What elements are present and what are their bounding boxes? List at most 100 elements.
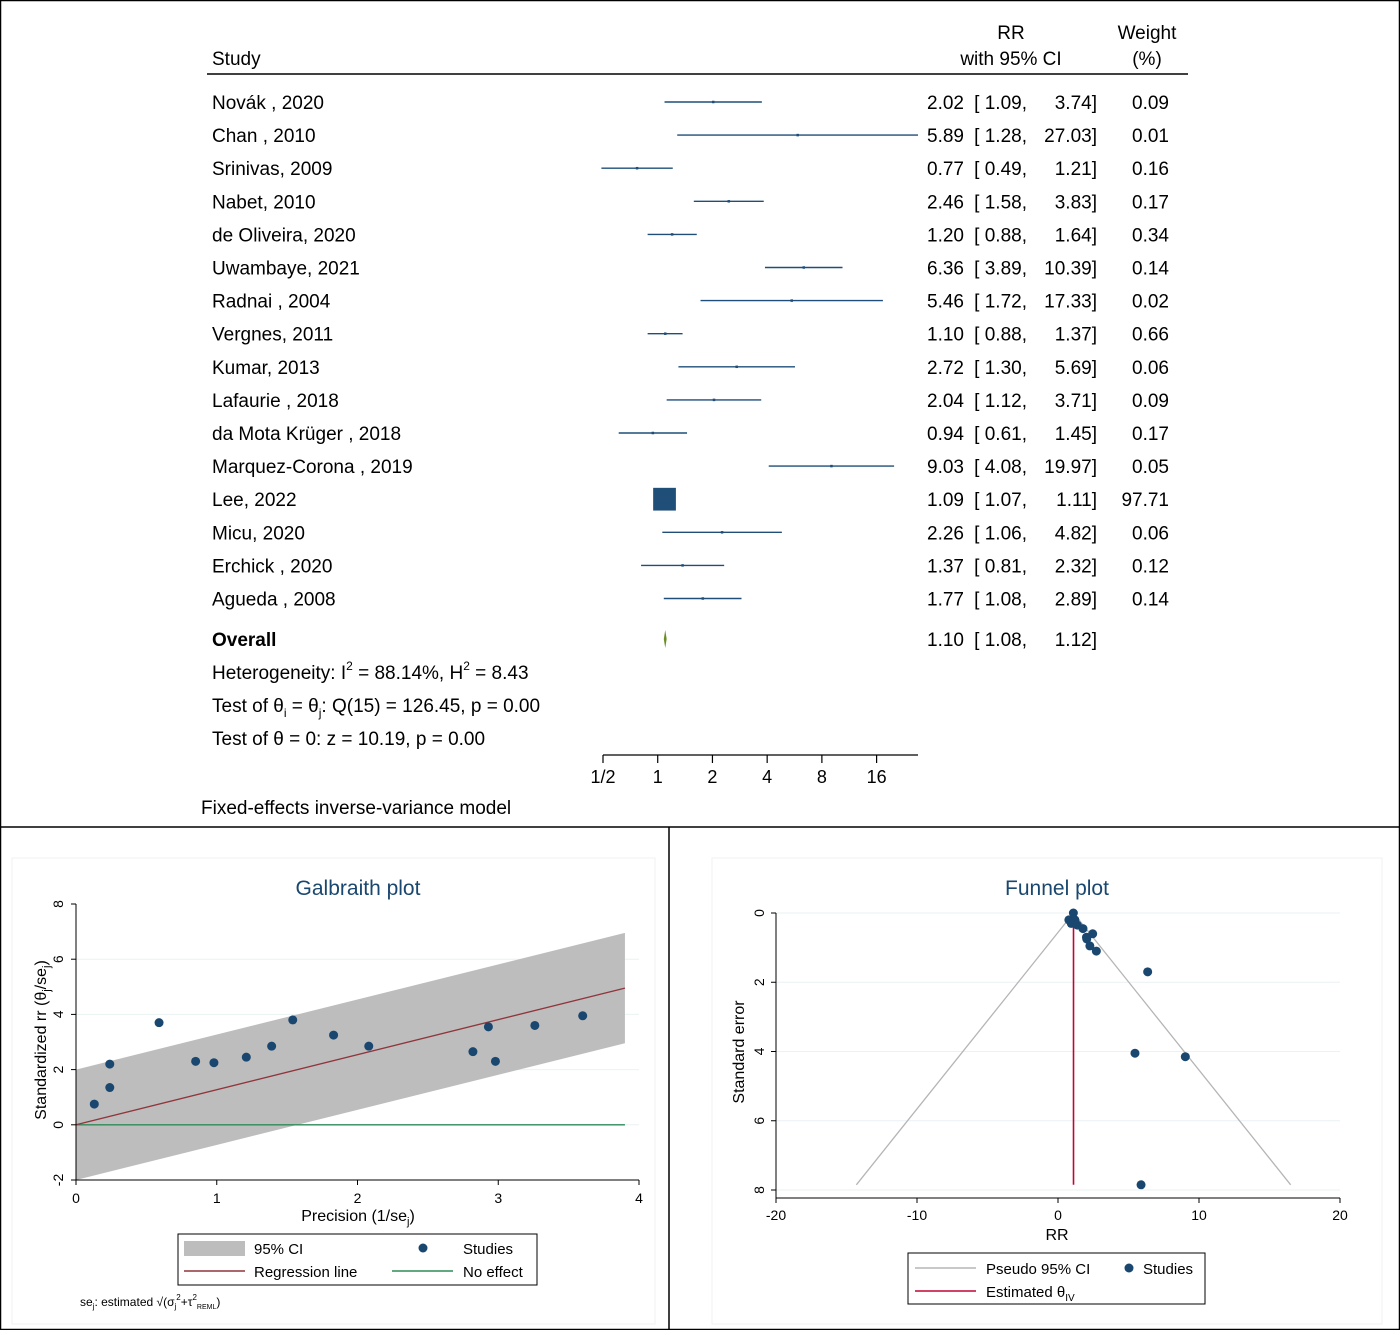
study-row: Vergnes, 2011 1.10 [ 0.88, 1.37] 0.66 [212,325,1169,346]
forest-plot: Study RR with 95% CI Weight (%) Novák , … [201,23,1188,819]
study-ci-lower: [ 1.06, [974,523,1027,544]
legend-studies-marker [418,1243,428,1253]
funnel-x-tick-label: -10 [907,1207,927,1223]
legend-ci-label: 95% CI [254,1241,303,1258]
study-name: de Oliveira, 2020 [212,225,356,246]
study-ci-upper: 1.21] [1055,159,1097,180]
study-weight: 0.06 [1132,358,1169,379]
study-ci-lower: [ 1.12, [974,391,1027,412]
study-rr: 2.02 [927,93,964,114]
study-point [364,1041,374,1051]
study-name: Marquez-Corona , 2019 [212,457,413,478]
study-row: Lafaurie , 2018 2.04 [ 1.12, 3.71] 0.09 [212,391,1169,412]
forest-axis-tick-label: 4 [762,767,772,787]
galbraith-x-tick-label: 3 [494,1190,502,1206]
header-weight: Weight [1118,23,1178,44]
funnel-plot-area: 0 2 4 6 8 -20 -10 0 10 20 [751,908,1348,1223]
galbraith-x-tick-label: 1 [213,1190,221,1206]
study-ci-lower: [ 1.09, [974,93,1027,114]
forest-axis-tick-label: 1/2 [590,767,615,787]
study-name: Micu, 2020 [212,523,305,544]
study-ci-upper: 4.82] [1055,523,1097,544]
funnel-y-tick-label: 4 [751,1047,767,1055]
galbraith-plot-area: -2 0 2 4 6 8 0 1 2 3 4 [50,900,643,1206]
study-ci-upper: 1.37] [1055,325,1097,346]
forest-axis-tick-label: 2 [707,767,717,787]
study-row: Lee, 2022 1.09 [ 1.07, 1.11] 97.71 [212,487,1169,511]
test-theta-ij-text: Test of θi = θj: Q(15) = 126.45, p = 0.0… [212,696,540,720]
study-name: Nabet, 2010 [212,192,316,213]
study-rr: 0.94 [927,424,964,445]
study-rr: 0.77 [927,159,964,180]
study-name: Lee, 2022 [212,490,297,511]
study-ci-lower: [ 1.72, [974,292,1027,313]
study-row: Radnai , 2004 5.46 [ 1.72, 17.33] 0.02 [212,292,1169,313]
study-weight: 0.17 [1132,192,1169,213]
study-ci-lower: [ 3.89, [974,259,1027,280]
study-rr: 2.46 [927,192,964,213]
study-weight: 0.16 [1132,159,1169,180]
overall-label: Overall [212,630,276,651]
funnel-title: Funnel plot [1005,877,1109,900]
funnel-y-tick-label: 0 [751,909,767,917]
study-rr: 1.37 [927,556,964,577]
study-rr: 2.72 [927,358,964,379]
study-row: Marquez-Corona , 2019 9.03 [ 4.08, 19.97] 0.… [212,457,1169,478]
study-ci-lower: [ 4.08, [974,457,1027,478]
forest-axis-tick-label: 16 [867,767,887,787]
study-weight: 0.14 [1132,259,1169,280]
study-ci-lower: [ 0.88, [974,325,1027,346]
point-estimate-marker [735,365,738,369]
study-weight: 0.14 [1132,590,1169,611]
study-ci-upper: 3.71] [1055,391,1097,412]
study-name: da Mota Krüger , 2018 [212,424,401,445]
study-ci-lower: [ 0.61, [974,424,1027,445]
legend-estimate-label: Estimated θIV [986,1284,1075,1304]
study-row: Uwambaye, 2021 6.36 [ 3.89, 10.39] 0.14 [212,259,1169,280]
funnel-study-point [1091,946,1101,956]
study-ci-lower: [ 0.49, [974,159,1027,180]
study-name: Kumar, 2013 [212,358,320,379]
funnel-plot: Funnel plot 0 2 4 6 8 -20 -10 0 10 20 RR Standard… [711,857,1383,1325]
study-name: Srinivas, 2009 [212,159,332,180]
study-point [578,1011,588,1021]
point-estimate-marker [802,266,806,269]
study-rr: 1.10 [927,325,964,346]
forest-rows: Novák , 2020 2.02 [ 1.09, 3.74] 0.09 Chan , 2… [212,93,1169,611]
funnel-legend-box [907,1252,1206,1305]
galbraith-x-tick-label: 2 [354,1190,362,1206]
study-point [209,1058,219,1068]
study-name: Uwambaye, 2021 [212,259,360,280]
galbraith-plot: Galbraith plot -2 0 2 4 6 8 0 1 2 3 4 Precision (1… [11,857,656,1325]
study-weight: 0.66 [1132,325,1169,346]
funnel-ylabel: Standard error [731,1000,748,1104]
study-ci-lower: [ 1.30, [974,358,1027,379]
pseudo-ci-right [1073,912,1292,1186]
test-theta0-text: Test of θ = 0: z = 10.19, p = 0.00 [212,729,485,750]
galbraith-y-tick-label: 8 [50,900,66,908]
study-weight: 0.01 [1132,126,1169,147]
overall-hi: 1.12] [1055,630,1097,651]
study-row: Micu, 2020 2.26 [ 1.06, 4.82] 0.06 [212,523,1169,544]
funnel-study-point [1180,1052,1190,1062]
header-study: Study [212,49,261,70]
study-point [105,1059,115,1069]
study-weight: 0.02 [1132,292,1169,313]
study-ci-lower: [ 0.81, [974,556,1027,577]
study-point [468,1047,478,1057]
funnel-x-tick-label: 0 [1054,1207,1062,1223]
funnel-study-point [1143,967,1153,977]
study-row: Kumar, 2013 2.72 [ 1.30, 5.69] 0.06 [212,358,1169,379]
point-estimate-marker [796,133,799,137]
point-estimate-marker [635,166,639,170]
galbraith-y-tick-label: 0 [50,1121,66,1129]
header-rr-ci: with 95% CI [959,49,1061,70]
funnel-frame [711,857,1383,1325]
study-point [483,1022,493,1032]
study-name: Novák , 2020 [212,93,324,114]
point-estimate-marker [663,332,667,335]
study-row: Srinivas, 2009 0.77 [ 0.49, 1.21] 0.16 [212,159,1169,180]
funnel-study-point [1078,924,1088,934]
study-ci-upper: 2.32] [1055,556,1097,577]
study-rr: 1.20 [927,225,964,246]
